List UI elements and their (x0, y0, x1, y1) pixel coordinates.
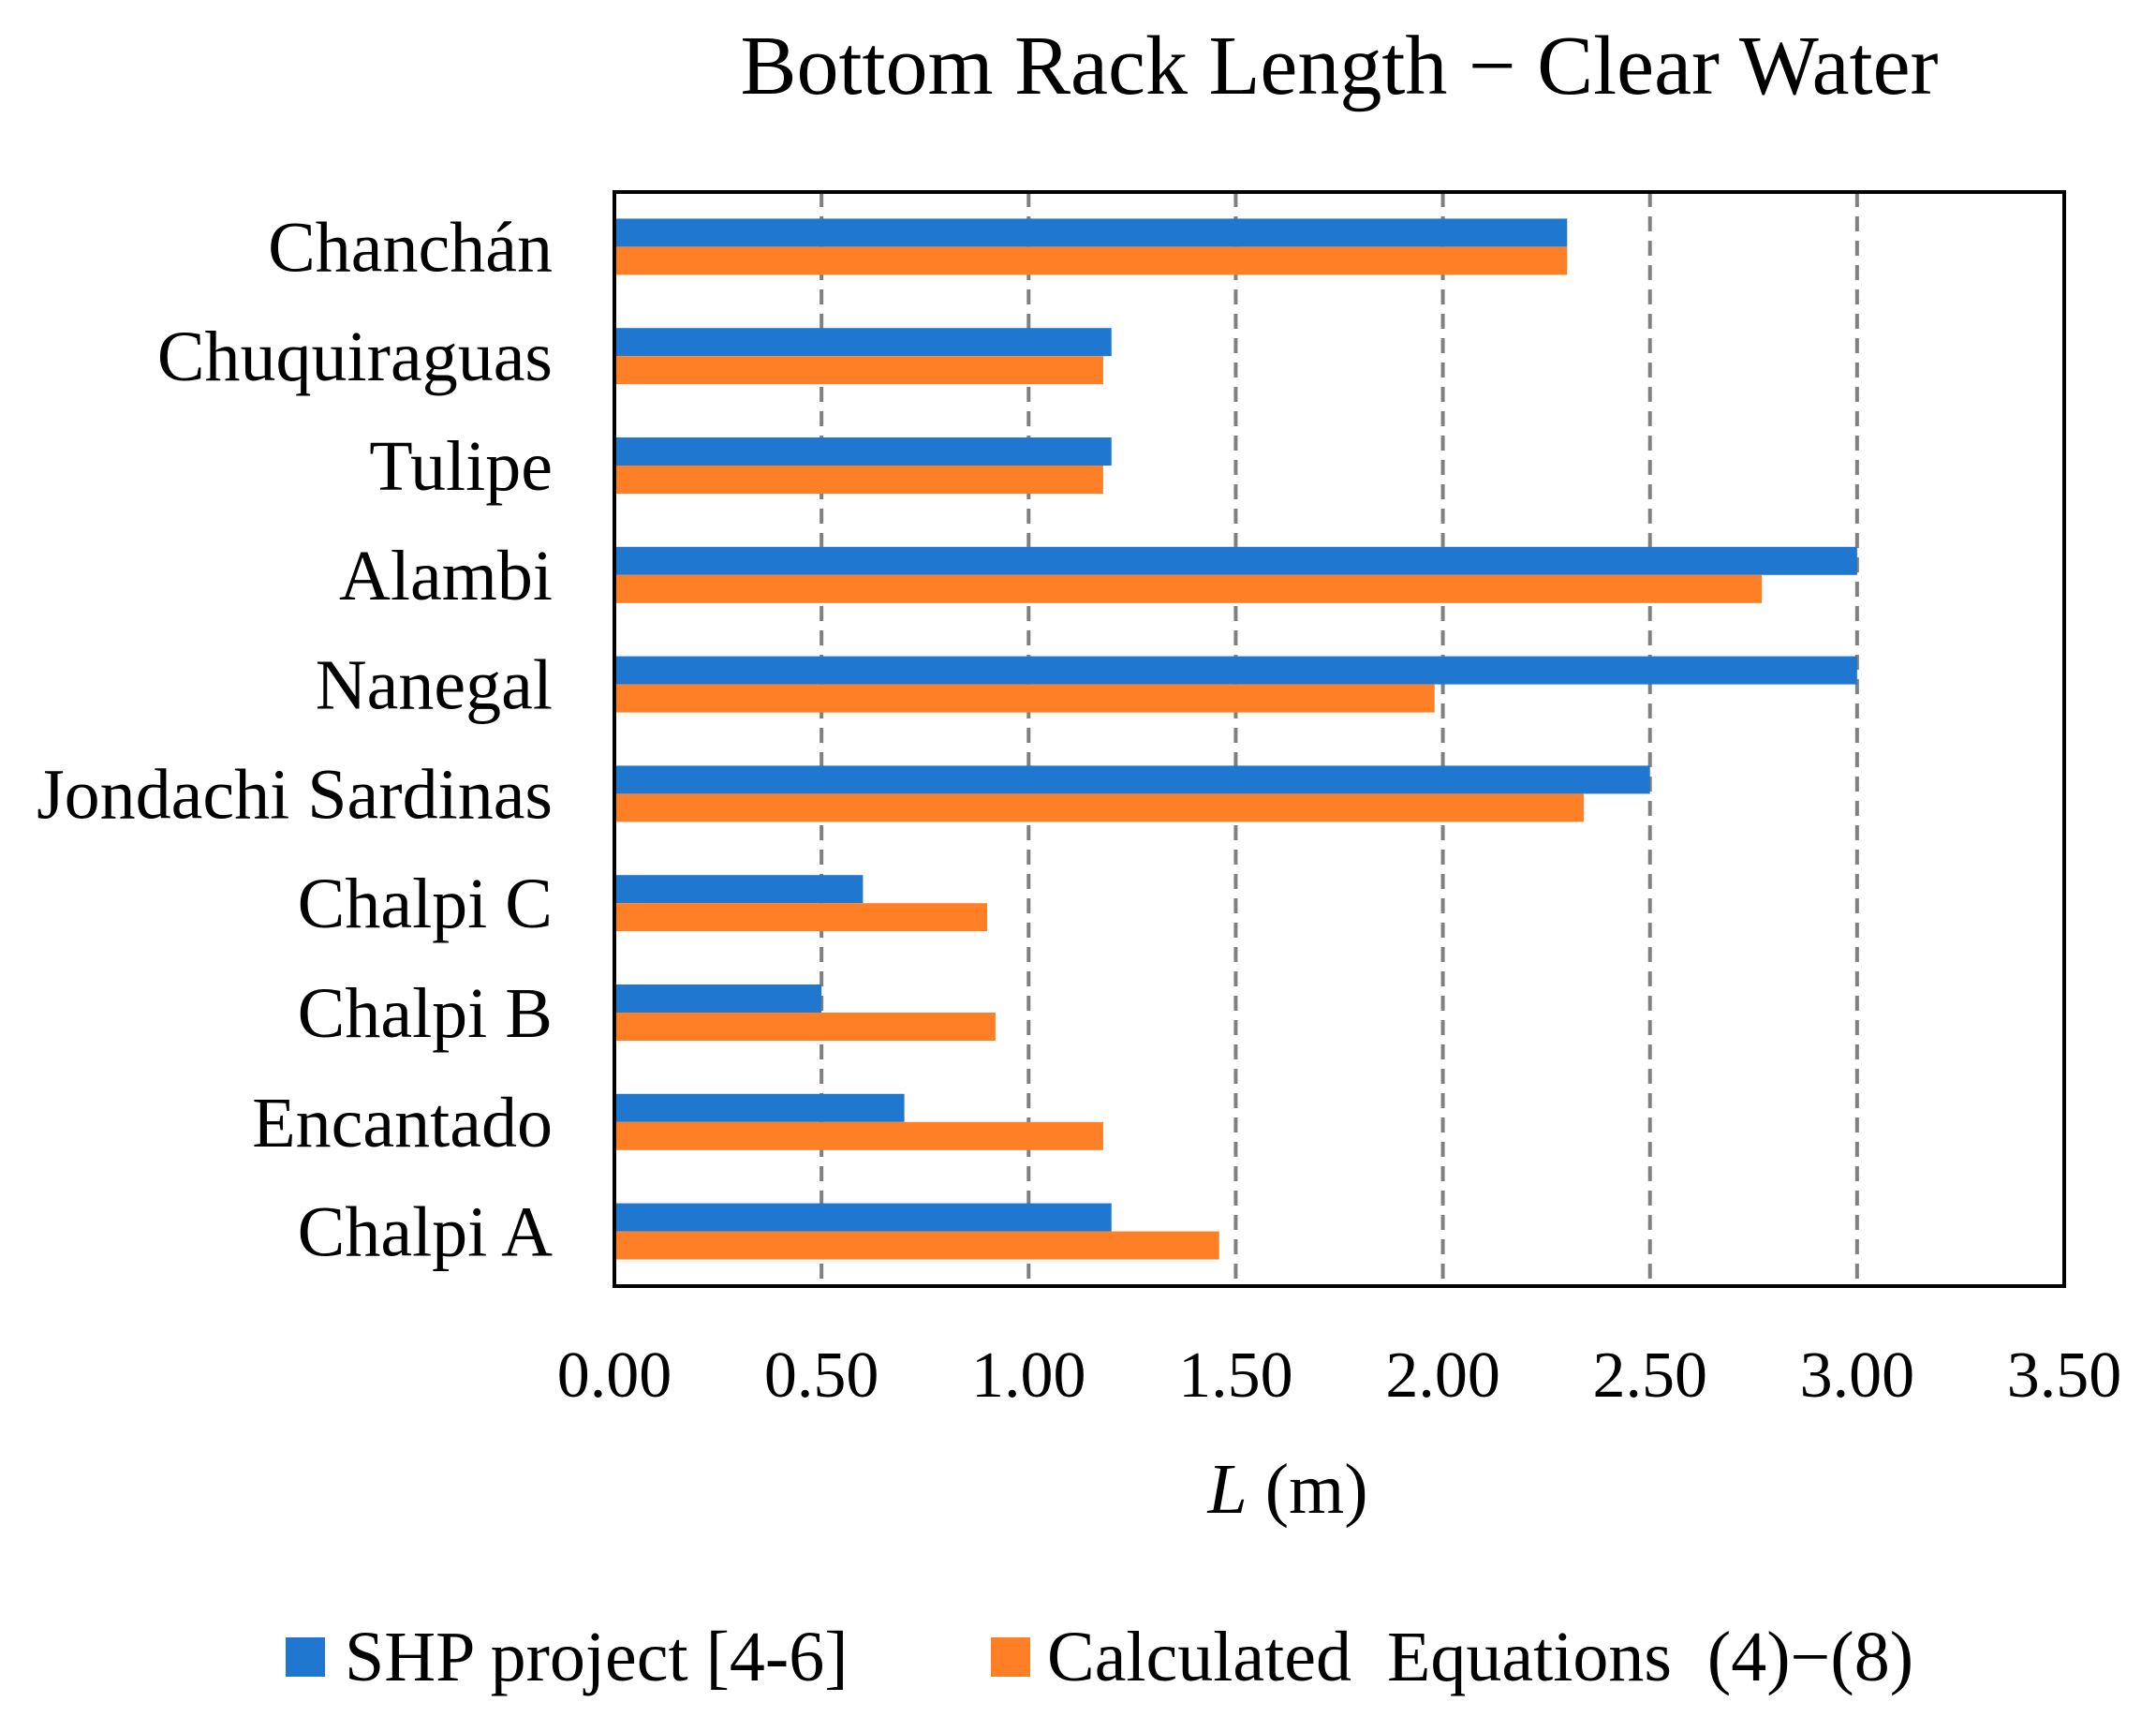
bar-calculated (614, 1013, 996, 1041)
legend-swatch-shp (286, 1637, 325, 1677)
plot-area-frame (613, 190, 2066, 1288)
bar-calculated (614, 793, 1584, 822)
bar-calculated (614, 684, 1435, 713)
legend-swatch-calculated (991, 1637, 1030, 1677)
bar-shp (614, 546, 1857, 575)
legend: SHP project [4-6] Calculated Equations (… (286, 1618, 1913, 1696)
bar-calculated (614, 466, 1103, 494)
bar-calculated (614, 1231, 1219, 1260)
x-axis-variable: L (1206, 1450, 1247, 1529)
bar-calculated (614, 356, 1103, 385)
bar-shp (614, 765, 1650, 794)
bar-shp (614, 218, 1568, 247)
bar-shp (614, 328, 1112, 357)
x-tick-labels: 0.00 0.50 1.00 1.50 2.00 2.50 3.00 3.50 (557, 1340, 2122, 1412)
bar-shp (614, 656, 1857, 685)
category-label: Chalpi A (298, 1193, 553, 1272)
category-label: Jondachi Sardinas (37, 755, 553, 834)
x-tick-label: 0.00 (557, 1340, 672, 1412)
x-axis-label: L (m) (1206, 1450, 1367, 1529)
category-label: Chalpi C (298, 865, 553, 943)
category-label: Chanchán (268, 208, 553, 287)
bar-calculated (614, 574, 1763, 603)
category-label: Chuquiraguas (157, 318, 553, 396)
bar-shp (614, 875, 864, 904)
x-tick-label: 3.00 (1800, 1340, 1915, 1412)
x-tick-label: 3.50 (2007, 1340, 2122, 1412)
category-label: Tulipe (369, 427, 553, 506)
x-tick-label: 1.50 (1178, 1340, 1293, 1412)
category-labels: Chanchán Chuquiraguas Tulipe Alambi Nanegal J… (37, 208, 553, 1271)
bar-calculated (614, 903, 988, 932)
bar-shp (614, 984, 822, 1013)
category-label: Alambi (339, 537, 553, 615)
category-label: Nanegal (316, 646, 553, 725)
chart-title: Bottom Rack Length − Clear Water (740, 20, 1938, 112)
bar-calculated (614, 246, 1568, 275)
bar-shp (614, 1093, 905, 1122)
x-axis-unit: (m) (1248, 1450, 1368, 1529)
category-label: Encantado (252, 1084, 553, 1162)
bars (614, 218, 1857, 1260)
bar-calculated (614, 1121, 1103, 1150)
x-tick-label: 1.00 (971, 1340, 1086, 1412)
category-label: Chalpi B (298, 974, 553, 1053)
x-tick-label: 2.50 (1592, 1340, 1707, 1412)
bar-shp (614, 437, 1112, 466)
legend-label-calculated: Calculated Equations (4)−(8) (1047, 1618, 1913, 1696)
x-tick-label: 2.00 (1385, 1340, 1500, 1412)
bar-shp (614, 1203, 1112, 1232)
x-tick-label: 0.50 (764, 1340, 879, 1412)
legend-label-shp: SHP project [4-6] (345, 1618, 849, 1696)
